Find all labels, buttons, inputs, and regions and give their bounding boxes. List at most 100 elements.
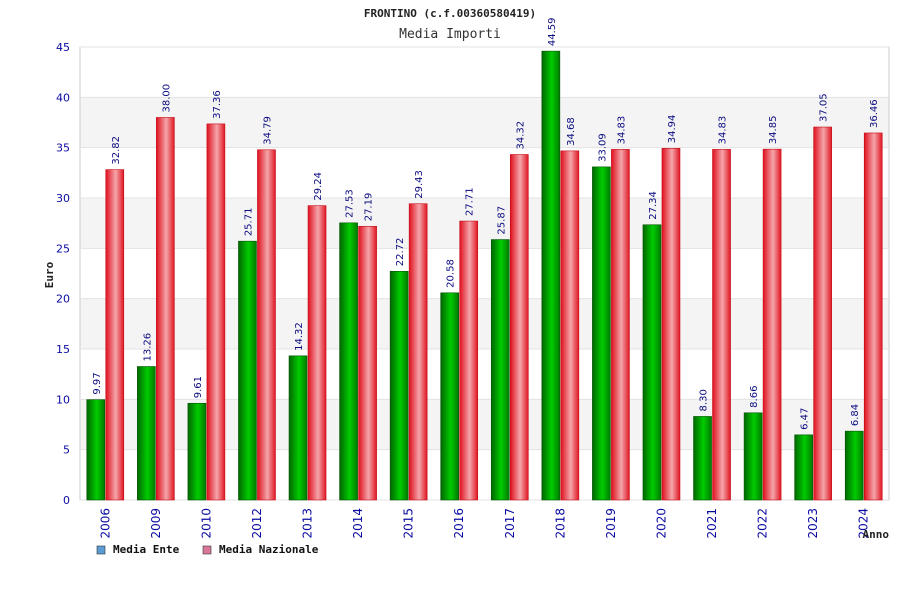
- bar-media-nazionale-2022: [762, 148, 782, 501]
- y-tick-label: 45: [56, 41, 70, 54]
- x-tick-label-2023: 2023: [806, 508, 820, 539]
- value-label-media-nazionale-2022: 34.85: [768, 116, 779, 145]
- bar-media-nazionale-2012: [257, 149, 276, 501]
- legend: Media Ente Media Nazionale: [96, 543, 319, 556]
- bar-media-nazionale-2019: [611, 149, 630, 501]
- legend-label-media-ente: Media Ente: [113, 543, 180, 556]
- value-label-media-ente-2018: 44.59: [547, 17, 558, 46]
- bars: [86, 50, 883, 501]
- value-label-media-nazionale-2013: 29.24: [313, 172, 324, 201]
- y-tick-label: 15: [56, 343, 70, 356]
- legend-swatch-media-ente: [96, 545, 106, 555]
- x-tick-label-2013: 2013: [301, 508, 315, 539]
- x-tick-label-2015: 2015: [402, 508, 416, 539]
- chart-subtitle: Media Importi: [399, 27, 501, 42]
- value-label-media-nazionale-2012: 34.79: [262, 116, 273, 145]
- bar-media-ente-2024: [844, 430, 864, 501]
- value-label-media-ente-2023: 6.47: [800, 408, 811, 430]
- y-tick-label: 0: [63, 494, 70, 507]
- value-label-media-nazionale-2019: 34.83: [616, 116, 627, 145]
- bar-media-nazionale-2021: [712, 149, 731, 501]
- value-label-media-ente-2020: 27.34: [648, 191, 659, 220]
- bar-media-ente-2013: [288, 355, 308, 501]
- value-label-media-nazionale-2010: 37.36: [212, 90, 223, 119]
- value-label-media-ente-2010: 9.61: [193, 376, 204, 398]
- value-label-media-nazionale-2020: 34.94: [667, 115, 678, 144]
- value-label-media-nazionale-2006: 32.82: [111, 136, 122, 165]
- chart-title: FRONTINO (c.f.00360580419): [364, 7, 536, 20]
- x-tick-label-2020: 2020: [654, 508, 668, 539]
- value-label-media-ente-2015: 22.72: [395, 238, 406, 267]
- bar-media-nazionale-2009: [156, 117, 175, 501]
- x-tick-label-2021: 2021: [705, 508, 719, 539]
- value-label-media-ente-2021: 8.30: [699, 389, 710, 411]
- bar-media-nazionale-2015: [408, 203, 428, 501]
- x-tick-label-2012: 2012: [250, 508, 264, 539]
- x-tick-label-2009: 2009: [149, 508, 163, 539]
- value-label-media-nazionale-2021: 34.83: [718, 116, 729, 145]
- legend-swatch-media-nazionale: [202, 545, 212, 555]
- legend-label-media-nazionale: Media Nazionale: [219, 543, 319, 556]
- bar-media-nazionale-2006: [105, 169, 125, 501]
- x-axis-ticks: 2006 2009 2010 2012 2013 2014 2015 2016 2017 2018…: [98, 508, 870, 539]
- value-label-media-ente-2017: 25.87: [496, 206, 507, 235]
- value-label-media-nazionale-2017: 34.32: [515, 121, 526, 150]
- value-label-media-ente-2012: 25.71: [243, 208, 254, 237]
- bar-media-nazionale-2014: [358, 225, 377, 501]
- value-label-media-nazionale-2024: 36.46: [869, 99, 880, 128]
- x-tick-label-2024: 2024: [857, 508, 871, 539]
- x-axis-label: Anno: [863, 528, 890, 541]
- value-label-media-ente-2024: 6.84: [850, 404, 861, 426]
- value-label-media-ente-2022: 8.66: [749, 386, 760, 408]
- bar-media-nazionale-2024: [863, 132, 883, 501]
- bar-media-nazionale-2016: [459, 220, 479, 501]
- value-labels: 9.97 32.82 13.26 38.00 9.61 37.36 25.71 34.79 14…: [92, 17, 880, 429]
- bar-media-ente-2010: [187, 402, 207, 501]
- y-tick-label: 30: [56, 192, 70, 205]
- x-tick-label-2014: 2014: [351, 508, 365, 539]
- y-tick-label: 20: [56, 293, 70, 306]
- y-tick-label: 5: [63, 444, 70, 457]
- bar-media-nazionale-2010: [206, 123, 226, 501]
- value-label-media-ente-2013: 14.32: [294, 322, 305, 351]
- value-label-media-nazionale-2009: 38.00: [161, 84, 172, 113]
- bar-media-ente-2015: [389, 270, 409, 501]
- bar-media-ente-2021: [693, 416, 712, 501]
- x-tick-label-2018: 2018: [553, 508, 567, 539]
- bar-media-ente-2019: [592, 166, 611, 501]
- bar-media-ente-2017: [490, 239, 510, 501]
- bar-media-nazionale-2023: [813, 126, 832, 501]
- bar-media-nazionale-2018: [560, 150, 580, 501]
- y-axis-ticks: 0 5 10 15 20 25 30 35 40 45: [56, 41, 70, 507]
- x-tick-label-2017: 2017: [503, 508, 517, 539]
- value-label-media-ente-2016: 20.58: [446, 259, 457, 288]
- value-label-media-ente-2014: 27.53: [345, 189, 356, 218]
- y-tick-label: 40: [56, 91, 70, 104]
- value-label-media-ente-2009: 13.26: [142, 333, 153, 362]
- value-label-media-nazionale-2015: 29.43: [414, 170, 425, 199]
- bar-media-ente-2018: [541, 50, 561, 501]
- x-tick-label-2022: 2022: [756, 508, 770, 539]
- bar-media-nazionale-2013: [307, 205, 327, 501]
- value-label-media-ente-2006: 9.97: [92, 372, 103, 394]
- bar-media-ente-2023: [794, 434, 813, 501]
- y-tick-label: 35: [56, 142, 70, 155]
- value-label-media-nazionale-2016: 27.71: [465, 187, 476, 216]
- bar-media-nazionale-2020: [661, 147, 681, 501]
- bar-media-ente-2016: [440, 292, 460, 501]
- bar-media-nazionale-2017: [509, 154, 529, 501]
- bar-media-ente-2014: [339, 222, 358, 501]
- value-label-media-ente-2019: 33.09: [597, 133, 608, 162]
- y-tick-label: 10: [56, 393, 70, 406]
- bar-media-ente-2022: [743, 412, 763, 501]
- x-tick-label-2016: 2016: [452, 508, 466, 539]
- y-tick-label: 25: [56, 242, 70, 255]
- value-label-media-nazionale-2014: 27.19: [364, 193, 375, 222]
- bar-media-ente-2020: [642, 224, 662, 501]
- value-label-media-nazionale-2018: 34.68: [566, 117, 577, 146]
- bar-media-ente-2009: [137, 366, 156, 501]
- bar-media-ente-2006: [86, 399, 106, 501]
- y-axis-label: Euro: [43, 261, 56, 288]
- x-tick-label-2010: 2010: [199, 508, 213, 539]
